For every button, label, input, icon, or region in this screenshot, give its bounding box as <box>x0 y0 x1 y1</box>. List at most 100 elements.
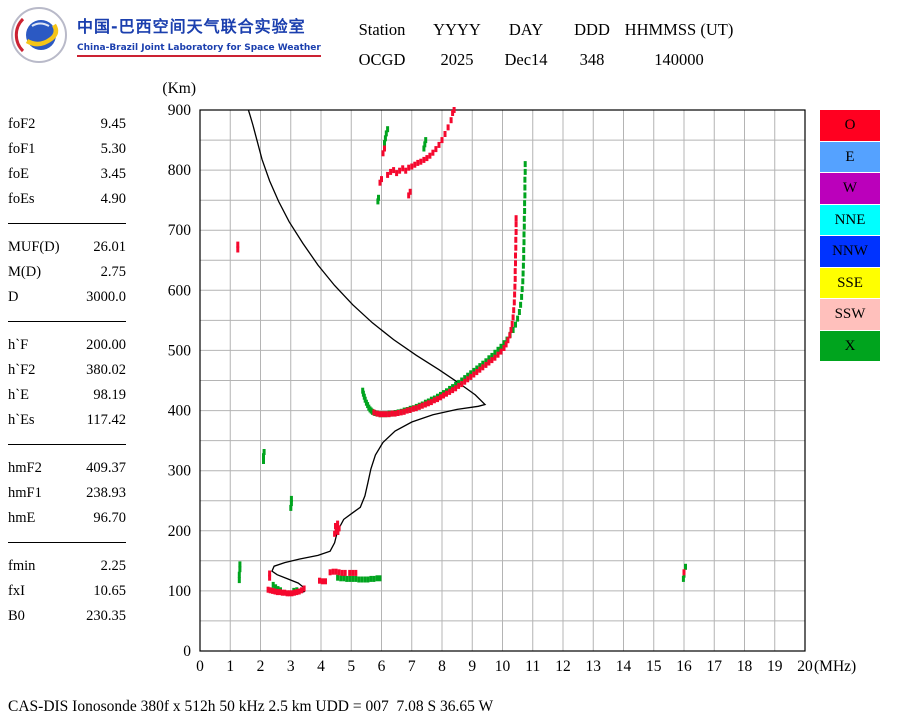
day-col-label: DAY <box>508 20 544 39</box>
param-label: h`E <box>8 387 29 403</box>
param-value: 98.19 <box>93 387 126 403</box>
legend: O E W NNE NNW SSE SSW X <box>820 110 880 361</box>
param-row-fmin: fmin 2.25 <box>8 554 126 579</box>
param-label: M(D) <box>8 264 42 280</box>
param-label: B0 <box>8 608 25 624</box>
param-value: 2.25 <box>100 558 126 574</box>
param-row-foEs: foEs 4.90 <box>8 187 126 212</box>
legend-item-E: E <box>820 141 880 172</box>
param-value: 238.93 <box>86 485 126 501</box>
param-label: fmin <box>8 558 36 574</box>
param-row-MD: M(D) 2.75 <box>8 260 126 285</box>
param-label: h`F <box>8 337 29 353</box>
svg-text:9: 9 <box>468 658 476 675</box>
param-label: foE <box>8 166 29 182</box>
svg-text:18: 18 <box>737 658 753 675</box>
param-value: 96.70 <box>93 510 126 526</box>
legend-item-W: W <box>820 173 880 204</box>
ionogram-chart: 0 1 2 3 4 5 6 7 8 9 10 11 12 13 14 15 16 17 18 19 2001002003… <box>162 80 856 675</box>
status-line: CAS-DIS Ionosonde 380f x 512h 50 kHz 2.5… <box>8 698 494 715</box>
lab-logo: 中国-巴西空间天气联合实验室 China-Brazil Joint Labora… <box>10 6 321 64</box>
lab-logo-text: 中国-巴西空间天气联合实验室 China-Brazil Joint Labora… <box>77 13 321 57</box>
param-value: 4.90 <box>100 191 126 207</box>
param-row-hEs: h`Es 117.42 <box>8 408 126 433</box>
param-label: hmE <box>8 510 36 526</box>
legend-item-SSE: SSE <box>820 267 880 298</box>
param-row-foF1: foF1 5.30 <box>8 137 126 162</box>
param-group-3: h`F 200.00 h`F2 380.02 h`E 98.19 h`Es 117.42 <box>8 333 126 445</box>
param-group-1: foF2 9.45 foF1 5.30 foE 3.45 foEs 4.90 <box>8 112 126 224</box>
param-row-B0: B0 230.35 <box>8 604 126 629</box>
svg-text:20: 20 <box>797 658 813 675</box>
param-row-hF: h`F 200.00 <box>8 333 126 358</box>
time-value: 140000 <box>654 50 704 69</box>
param-value: 380.02 <box>86 362 126 378</box>
svg-text:14: 14 <box>616 658 632 675</box>
svg-text:500: 500 <box>168 342 192 359</box>
param-row-hmF2: hmF2 409.37 <box>8 456 126 481</box>
y-axis-label: (Km) <box>162 80 196 97</box>
svg-text:11: 11 <box>525 658 540 675</box>
svg-text:3: 3 <box>287 658 295 675</box>
legend-item-SSW: SSW <box>820 299 880 330</box>
x-axis-label: (MHz) <box>814 658 856 675</box>
svg-text:0: 0 <box>196 658 204 675</box>
svg-text:6: 6 <box>378 658 386 675</box>
param-label: foF2 <box>8 116 36 132</box>
svg-text:15: 15 <box>646 658 662 675</box>
param-label: foF1 <box>8 141 36 157</box>
param-group-5: fmin 2.25 fxI 10.65 B0 230.35 <box>8 554 126 640</box>
param-label: MUF(D) <box>8 239 60 255</box>
station-header: Station YYYY DAY DDD HHMMSS (UT) OCGD 20… <box>338 20 738 70</box>
param-label: hmF2 <box>8 460 42 476</box>
param-row-hmF1: hmF1 238.93 <box>8 481 126 506</box>
ddd-col-label: DDD <box>574 20 610 39</box>
day-of-year-value: 348 <box>579 50 605 69</box>
svg-text:8: 8 <box>438 658 446 675</box>
y-axis-tick-labels: 0 100 200 300 400 500 600 700 800 900 <box>168 102 192 660</box>
legend-item-NNE: NNE <box>820 204 880 235</box>
station-code: OCGD <box>358 50 406 69</box>
svg-text:4: 4 <box>317 658 325 675</box>
param-label: foEs <box>8 191 35 207</box>
svg-text:100: 100 <box>168 583 192 600</box>
true-height-profile <box>247 109 487 594</box>
param-row-MUFD: MUF(D) 26.01 <box>8 235 126 260</box>
legend-item-O: O <box>820 110 880 141</box>
svg-text:700: 700 <box>168 222 192 239</box>
x-axis-tick-labels: 0 1 2 3 4 5 6 7 8 9 10 11 12 13 14 15 16 17 18 19 20 <box>196 658 813 675</box>
param-value: 230.35 <box>86 608 126 624</box>
svg-text:300: 300 <box>168 463 192 480</box>
o-trace <box>236 107 686 597</box>
param-value: 10.65 <box>93 583 126 599</box>
param-label: h`F2 <box>8 362 36 378</box>
year-col-label: YYYY <box>433 20 481 39</box>
param-row-fxI: fxI 10.65 <box>8 579 126 604</box>
param-label: D <box>8 289 19 305</box>
legend-item-X: X <box>820 330 880 361</box>
time-col-label: HHMMSS (UT) <box>624 20 734 39</box>
svg-text:2: 2 <box>257 658 265 675</box>
svg-text:800: 800 <box>168 162 192 179</box>
station-col-label: Station <box>358 20 406 39</box>
param-row-hmE: hmE 96.70 <box>8 506 126 531</box>
svg-text:900: 900 <box>168 102 192 119</box>
param-value: 200.00 <box>86 337 126 353</box>
svg-text:16: 16 <box>676 658 692 675</box>
svg-text:12: 12 <box>555 658 571 675</box>
date-value: Dec14 <box>504 50 548 69</box>
param-value: 26.01 <box>93 239 126 255</box>
svg-text:17: 17 <box>707 658 723 675</box>
svg-text:7: 7 <box>408 658 416 675</box>
param-row-hE: h`E 98.19 <box>8 383 126 408</box>
param-value: 3.45 <box>100 166 126 182</box>
param-value: 9.45 <box>100 116 126 132</box>
svg-text:19: 19 <box>767 658 783 675</box>
plot-frame <box>199 109 806 652</box>
svg-text:400: 400 <box>168 403 192 420</box>
param-row-D: D 3000.0 <box>8 285 126 310</box>
x-trace <box>237 126 687 594</box>
param-value: 5.30 <box>100 141 126 157</box>
svg-text:5: 5 <box>347 658 355 675</box>
param-label: hmF1 <box>8 485 42 501</box>
